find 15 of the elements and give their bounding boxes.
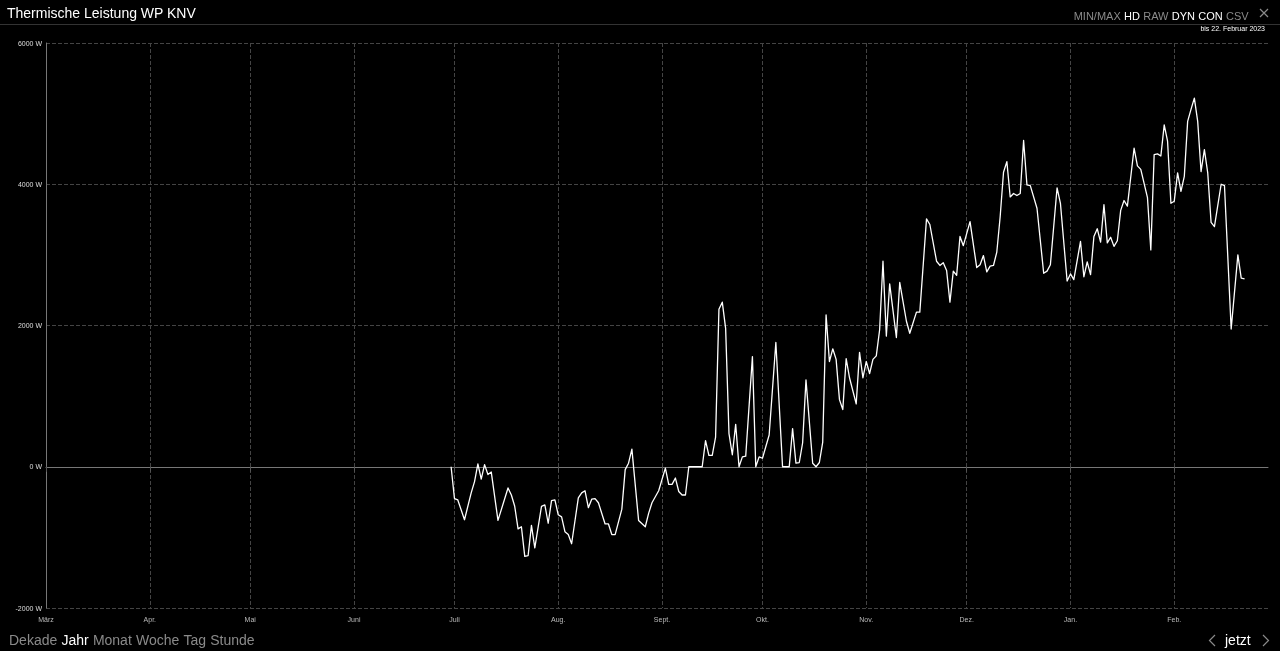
text: RAW	[1143, 10, 1169, 22]
text: MIN/MAX	[1073, 10, 1121, 22]
line-series	[450, 97, 1246, 558]
text: jetzt	[1225, 632, 1251, 648]
chart-title: Thermische Leistung WP KNV	[7, 5, 196, 21]
text: Tag	[183, 632, 207, 648]
text: Stunde	[210, 632, 255, 648]
text: CON	[1198, 10, 1223, 22]
text: CSV	[1226, 10, 1249, 22]
text: DYN	[1171, 10, 1196, 22]
text: HD	[1124, 10, 1140, 22]
text: Jahr	[61, 632, 89, 648]
text: Monat	[92, 632, 132, 648]
text: Woche	[135, 632, 180, 648]
text: Dekade	[9, 632, 58, 648]
